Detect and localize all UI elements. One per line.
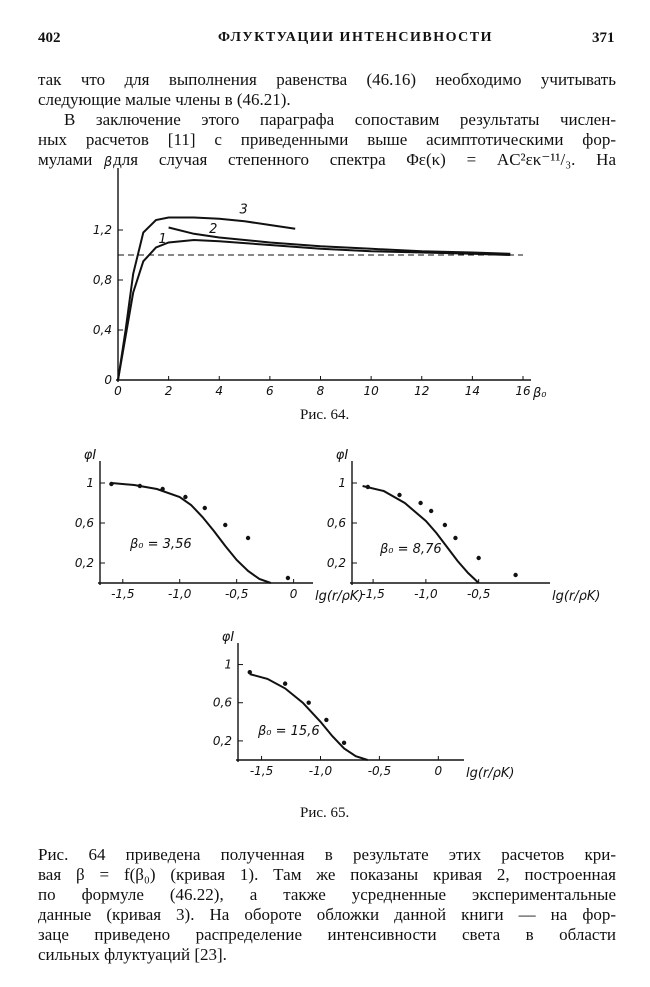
x-axis-label: lg(r/ρK) [315, 589, 364, 604]
data-point [109, 481, 114, 487]
x-axis-label: lg(r/ρK) [466, 766, 515, 781]
running-head: ФЛУКТУАЦИИ ИНТЕНСИВНОСТИ [218, 30, 494, 45]
paragraph-intro: В заключение этого параграфа сопоставим … [38, 110, 616, 170]
data-point [428, 508, 434, 514]
paragraph-bottom: Рис. 64 приведена полученная в результат… [38, 845, 616, 965]
x-tick-label: -1,0 [168, 587, 192, 601]
chart-annotation: β₀ = 8,76 [379, 542, 442, 557]
data-point [223, 522, 228, 528]
x-tick-label: -0,5 [225, 587, 248, 601]
y-tick-label: 0,4 [93, 323, 112, 337]
series-line-theory [362, 485, 480, 584]
x-tick-label: 16 [515, 384, 531, 398]
y-tick-label: 0,8 [93, 273, 112, 287]
data-point [324, 717, 329, 723]
y-tick-label: 1 [224, 658, 232, 672]
text-line: вая β = f(β₀) (кривая 1). Там же показан… [38, 865, 616, 884]
y-tick-label: 0,2 [75, 556, 94, 570]
x-tick-label: 6 [266, 384, 274, 398]
y-axis-label: β [103, 155, 112, 170]
x-tick-label: 14 [465, 384, 480, 398]
x-tick-label: -1,5 [111, 587, 134, 601]
data-point [202, 505, 207, 511]
paragraph-top: так что для выполнения равенства (46.16)… [38, 70, 616, 110]
x-tick-label: 12 [414, 384, 429, 398]
data-point [513, 572, 518, 578]
series-line-2 [168, 226, 511, 255]
x-tick-label: -0,5 [467, 587, 490, 601]
data-point [183, 494, 188, 500]
text-line: сильных флуктуаций [23]. [38, 945, 227, 964]
curve-label-1: 1 [159, 232, 167, 247]
data-point [137, 483, 143, 489]
header-left-number: 402 [38, 30, 61, 46]
figure-64-caption: Рис. 64. [300, 407, 350, 423]
x-tick-label: 0 [114, 384, 122, 398]
text-line: мулами для случая степенного спектра Φε(… [38, 150, 616, 169]
x-tick-label: 0 [435, 764, 443, 778]
x-tick-label: 0 [290, 587, 298, 601]
page-number: 371 [592, 30, 615, 46]
x-tick-label: -1,5 [361, 587, 384, 601]
data-point [247, 669, 252, 675]
data-point [418, 500, 423, 506]
text-line: так что для выполнения равенства (46.16)… [38, 70, 616, 89]
series-line-1 [117, 238, 511, 381]
y-axis-label: φI [336, 448, 349, 463]
data-point [365, 484, 371, 490]
curve-label-3: 3 [240, 203, 248, 218]
series-line-theory [249, 673, 368, 761]
x-tick-label: -1,0 [309, 764, 333, 778]
y-tick-label: 1,2 [93, 223, 112, 237]
data-point [442, 522, 448, 528]
y-tick-label: 0 [104, 373, 112, 387]
y-tick-label: 1 [86, 476, 94, 490]
data-point [341, 740, 347, 746]
series-line-theory [111, 482, 272, 584]
text-line: ных расчетов [11] с приведенными выше ас… [38, 130, 616, 149]
y-tick-label: 0,6 [75, 516, 94, 530]
data-point [285, 575, 291, 581]
text-line: следующие малые члены в (46.21). [38, 90, 291, 109]
data-point [476, 555, 481, 561]
y-tick-label: 0,6 [213, 696, 232, 710]
y-tick-label: 0,2 [213, 734, 232, 748]
x-axis-label: β₀ [532, 386, 547, 401]
x-tick-label: 2 [165, 384, 173, 398]
data-point [453, 535, 458, 541]
x-axis-label: lg(r/ρK) [552, 589, 601, 604]
data-point [282, 681, 288, 686]
x-tick-label: 4 [215, 384, 223, 398]
curve-label-2: 2 [209, 222, 217, 237]
y-tick-label: 0,2 [327, 556, 346, 570]
text-line: по формуле (46.22), а также усредненные … [38, 885, 616, 904]
y-axis-label: φI [222, 630, 235, 645]
data-point [245, 535, 251, 541]
text-line: заце приведено распределение интенсивнос… [38, 925, 616, 944]
data-point [306, 700, 311, 705]
y-axis-label: φI [84, 448, 97, 463]
text-line: В заключение этого параграфа сопоставим … [64, 110, 616, 129]
series-line-3 [117, 216, 296, 381]
chart-annotation: β₀ = 3,56 [129, 537, 192, 552]
text-line: Рис. 64 приведена полученная в результат… [38, 845, 616, 864]
x-tick-label: 8 [317, 384, 325, 398]
text-line: данные (кривая 3). На обороте обложки да… [38, 905, 616, 924]
x-tick-label: -1,5 [250, 764, 273, 778]
figure-65-charts: 0,2 0,6 1 -1,5 -1,0 -0,5 0 φI lg(r/ρK) β₀ = 3,56 0… [75, 448, 601, 781]
data-point [397, 492, 402, 498]
figure-65-caption: Рис. 65. [300, 805, 350, 821]
x-tick-label: 10 [363, 384, 379, 398]
y-tick-label: 1 [338, 476, 346, 490]
data-point [160, 486, 165, 492]
x-tick-label: -1,0 [414, 587, 438, 601]
y-tick-label: 0,6 [327, 516, 346, 530]
chart-annotation: β₀ = 15,6 [257, 724, 320, 739]
x-tick-label: -0,5 [368, 764, 391, 778]
